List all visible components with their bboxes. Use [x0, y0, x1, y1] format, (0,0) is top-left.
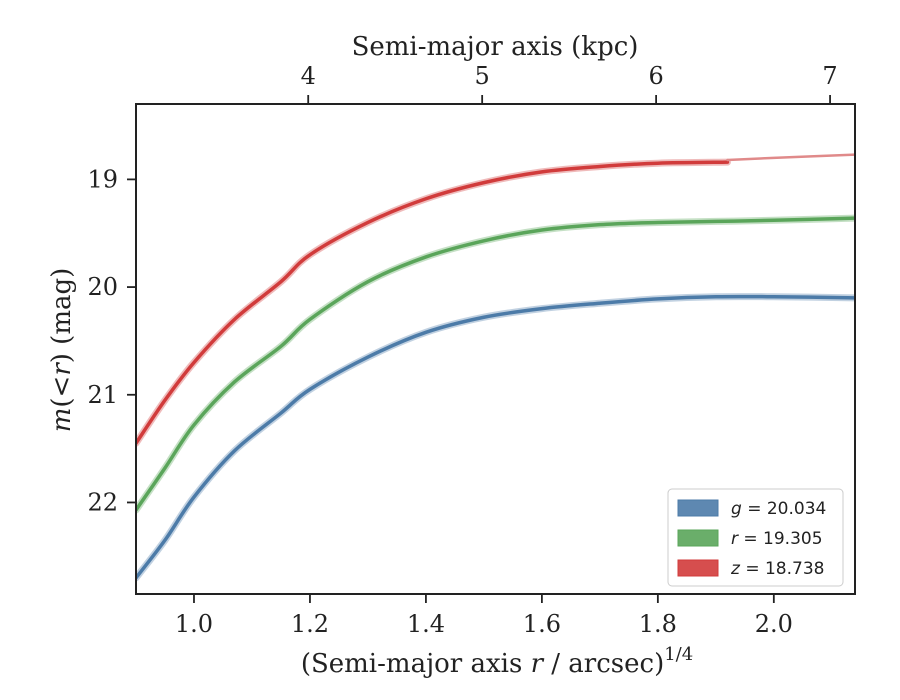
legend-entry-g: g = 20.034 [677, 499, 826, 519]
legend-swatch-z [677, 559, 719, 577]
series-band-r [136, 214, 855, 514]
y-axis-title-post: ) (mag) [47, 268, 77, 364]
y-tick-label: 22 [87, 488, 118, 516]
x-tick-label: 1.2 [291, 610, 329, 638]
series-line-g [136, 294, 855, 580]
legend-entry-r: r = 19.305 [677, 529, 823, 549]
y-axis-title-var: m [47, 408, 77, 433]
top-tick-label: 7 [822, 62, 837, 90]
y-tick-label: 19 [87, 165, 118, 193]
legend-label-g: g = 20.034 [731, 499, 826, 519]
x-axis-title-sup: 1/4 [664, 644, 693, 665]
legend-label-r: r = 19.305 [731, 529, 823, 549]
legend-swatch-r [677, 529, 719, 547]
legend: g = 20.034 r = 19.305 z = 18.738 [667, 488, 844, 587]
top-tick-label: 5 [475, 62, 490, 90]
plot-content [136, 153, 855, 582]
top-axis-title: Semi-major axis (kpc) [352, 32, 639, 62]
axes-layer: 1.0 1.2 1.4 1.6 1.8 2.0 19 20 21 22 4 5 6 7 [87, 62, 837, 638]
x-tick-label: 1.6 [523, 610, 561, 638]
top-tick-label: 6 [648, 62, 663, 90]
legend-entry-z: z = 18.738 [677, 559, 824, 579]
series-line-z [136, 160, 730, 445]
y-tick-label: 20 [87, 273, 118, 301]
y-tick-label: 21 [87, 381, 118, 409]
plot-frame [135, 103, 856, 595]
x-axis-title-pre: (Semi-major axis [301, 649, 531, 679]
x-axis-title-var: r [531, 649, 545, 679]
legend-swatch-g [677, 499, 719, 517]
series-extension-z [726, 153, 855, 162]
x-tick-label: 1.0 [175, 610, 213, 638]
series-line-r [136, 216, 855, 512]
x-tick-label: 2.0 [755, 610, 793, 638]
top-tick-label: 4 [301, 62, 316, 90]
x-tick-label: 1.4 [407, 610, 445, 638]
x-axis-title: (Semi-major axis r / arcsec)1/4 [301, 644, 693, 679]
y-axis-title: m(<r) (mag) [47, 268, 77, 433]
legend-label-z: z = 18.738 [730, 559, 824, 579]
x-tick-label: 1.8 [639, 610, 677, 638]
y-axis-title-var2: r [47, 362, 77, 376]
x-axis-title-post: / arcsec) [543, 649, 664, 679]
y-axis-title-mid: (< [47, 376, 77, 408]
